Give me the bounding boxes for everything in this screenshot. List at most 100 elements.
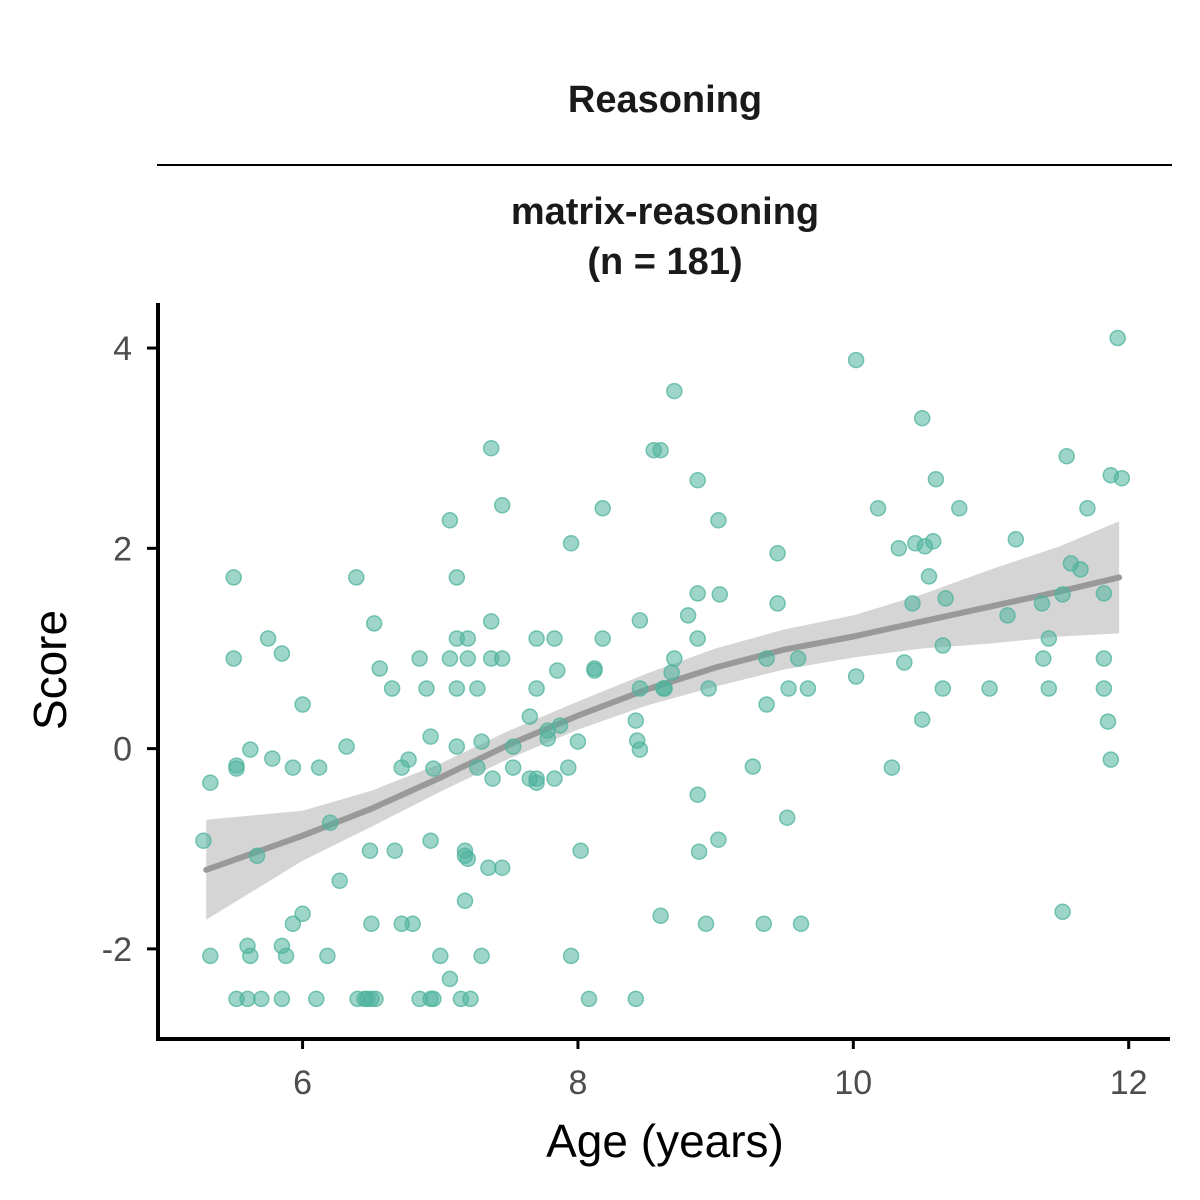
data-point — [627, 990, 645, 1008]
data-point — [1095, 680, 1113, 697]
data-point — [999, 607, 1016, 624]
x-axis-title: Age (years) — [546, 1115, 784, 1167]
data-point — [404, 915, 421, 933]
data-point — [666, 650, 683, 667]
data-point — [294, 905, 311, 923]
y-tick-label: -2 — [102, 931, 132, 969]
data-point — [913, 711, 931, 728]
data-point — [847, 351, 865, 369]
data-point — [1095, 650, 1113, 667]
data-point — [361, 842, 379, 859]
data-point — [769, 545, 786, 562]
data-point — [273, 990, 291, 1008]
data-point — [546, 770, 563, 787]
data-point — [744, 758, 762, 775]
data-point — [580, 990, 598, 1008]
data-point — [689, 471, 706, 489]
data-point — [202, 947, 219, 965]
data-point — [264, 750, 281, 767]
data-point — [528, 770, 545, 787]
data-point — [456, 892, 474, 910]
data-point — [432, 947, 449, 965]
data-point — [371, 660, 388, 677]
data-point — [1113, 469, 1131, 487]
data-point — [383, 680, 401, 697]
data-point — [422, 832, 439, 849]
data-point — [1058, 447, 1075, 465]
data-point — [1072, 561, 1089, 578]
data-point — [386, 842, 404, 859]
data-point — [920, 568, 938, 585]
data-point — [459, 630, 477, 647]
data-point — [284, 915, 302, 933]
data-point — [594, 630, 611, 647]
data-point — [652, 441, 669, 459]
data-point — [689, 786, 706, 803]
smooth-fit-line — [203, 574, 1123, 873]
data-point — [679, 607, 697, 624]
data-point — [348, 569, 365, 586]
data-point — [331, 872, 348, 890]
data-point — [273, 645, 291, 662]
data-point — [239, 990, 256, 1008]
data-point — [482, 439, 500, 457]
data-point — [569, 733, 587, 750]
data-point — [1099, 713, 1117, 730]
data-point — [937, 590, 954, 607]
data-point — [482, 613, 500, 630]
data-point — [778, 809, 796, 826]
data-point — [448, 738, 466, 755]
data-point — [700, 680, 717, 697]
data-point — [528, 630, 545, 647]
data-point — [586, 662, 603, 679]
data-point — [551, 717, 569, 734]
data-point — [549, 662, 566, 679]
data-point — [493, 859, 511, 877]
y-axis-title: Score — [24, 610, 76, 730]
data-point — [400, 751, 417, 768]
data-point — [365, 615, 383, 632]
data-point — [789, 650, 807, 667]
x-tick-label: 10 — [834, 1064, 872, 1102]
data-point — [195, 832, 212, 849]
data-point — [202, 774, 219, 791]
data-point — [473, 947, 490, 965]
data-point — [847, 668, 865, 685]
data-point — [504, 759, 522, 776]
data-point — [780, 680, 797, 697]
data-point — [242, 741, 259, 758]
data-point — [652, 907, 669, 925]
data-point — [277, 947, 295, 965]
data-point — [572, 842, 589, 859]
data-point — [1054, 586, 1071, 603]
data-point — [562, 947, 580, 965]
data-point — [448, 569, 466, 586]
data-point — [883, 759, 901, 776]
data-point — [469, 759, 486, 776]
data-point — [504, 738, 522, 755]
data-point — [242, 947, 259, 965]
data-point — [627, 712, 645, 729]
data-point — [755, 915, 773, 933]
data-point — [363, 915, 380, 933]
data-point — [480, 859, 497, 877]
data-point — [1102, 751, 1120, 768]
data-point — [367, 990, 384, 1008]
data-point — [799, 680, 817, 697]
x-tick-label: 12 — [1110, 1064, 1148, 1102]
data-point — [1079, 500, 1096, 517]
data-point — [459, 850, 477, 868]
data-point — [425, 990, 442, 1008]
data-point — [1035, 650, 1052, 667]
y-tick-label: 4 — [113, 330, 132, 368]
data-point — [308, 990, 325, 1008]
data-point — [689, 630, 706, 647]
data-point — [1033, 595, 1051, 612]
data-point — [425, 760, 442, 777]
strip-title-line1: matrix-reasoning — [511, 191, 819, 233]
data-point — [253, 990, 270, 1008]
data-point — [934, 680, 952, 697]
data-point — [896, 654, 913, 671]
data-point — [473, 733, 490, 750]
x-tick-label: 6 — [293, 1064, 312, 1102]
